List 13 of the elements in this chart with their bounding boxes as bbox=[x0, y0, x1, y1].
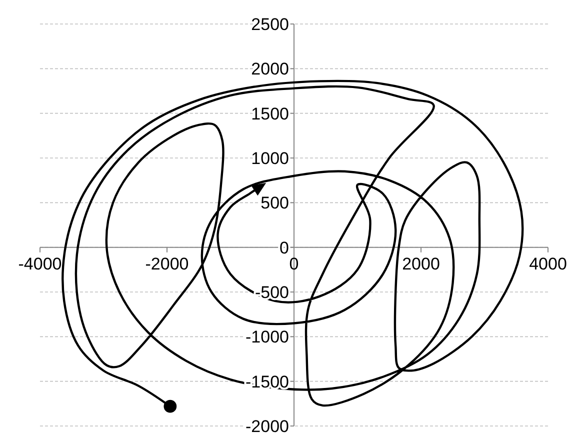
y-tick-label: -500 bbox=[254, 283, 289, 302]
y-tick-label: 1000 bbox=[251, 149, 289, 168]
y-tick-label: 1500 bbox=[251, 104, 289, 124]
x-tick-label: -4000 bbox=[18, 254, 62, 274]
x-tick-label: 2000 bbox=[402, 254, 440, 274]
y-tick-label: 500 bbox=[260, 194, 289, 213]
y-tick-label: 2500 bbox=[251, 15, 289, 34]
x-tick-label: -2000 bbox=[145, 254, 189, 274]
y-tick-label: -2000 bbox=[246, 417, 289, 435]
y-tick-label: 0 bbox=[280, 238, 289, 258]
x-tick-label: 4000 bbox=[529, 254, 567, 274]
y-tick-label: -1000 bbox=[246, 328, 289, 347]
y-tick-label: 2000 bbox=[251, 60, 289, 79]
